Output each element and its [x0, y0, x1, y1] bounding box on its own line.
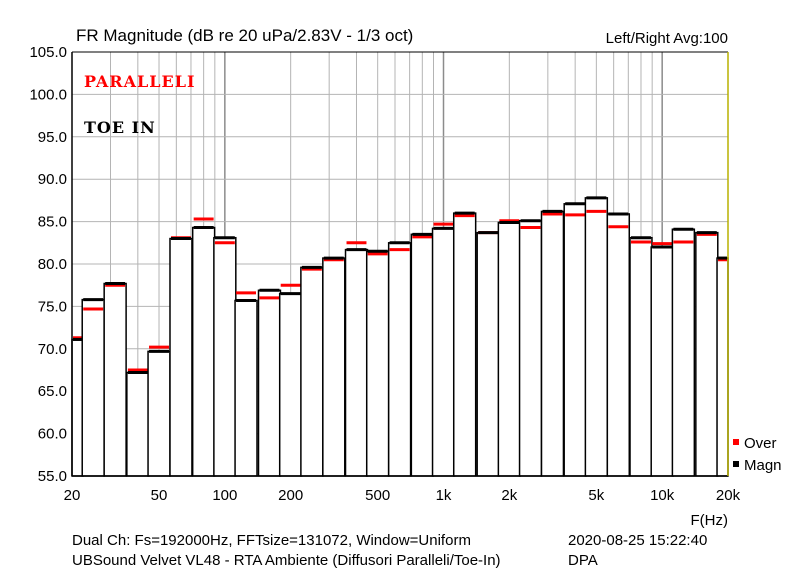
- footer-description: UBSound Velvet VL48 - RTA Ambiente (Diff…: [72, 552, 501, 569]
- band-bar: [365, 250, 390, 477]
- band-bar: [81, 298, 105, 477]
- y-tick-label: 95.0: [38, 129, 67, 146]
- y-tick-label: 60.0: [38, 426, 67, 443]
- band-bar: [606, 213, 631, 477]
- chart-subtitle-right: Left/Right Avg:100: [605, 30, 728, 47]
- band-bar: [213, 236, 237, 477]
- x-tick-label: 100: [212, 487, 237, 504]
- y-tick-label: 85.0: [38, 214, 67, 231]
- band-bar: [278, 292, 303, 477]
- annotation-label: TOE IN: [84, 118, 156, 137]
- x-axis-label: F(Hz): [691, 512, 729, 529]
- band-bar: [387, 242, 412, 477]
- band-bar: [452, 212, 477, 477]
- x-tick-label: 20k: [716, 487, 741, 504]
- band-bar: [410, 233, 435, 477]
- band-bar: [103, 282, 127, 477]
- band-bar: [650, 246, 674, 477]
- band-bar: [476, 231, 500, 477]
- band-bar: [716, 257, 729, 477]
- footer-timestamp: 2020-08-25 15:22:40: [568, 532, 708, 549]
- band-bar: [191, 226, 216, 477]
- legend-swatch: [733, 461, 739, 467]
- footer-settings: Dual Ch: Fs=192000Hz, FFTsize=131072, Wi…: [72, 532, 471, 549]
- band-bar: [300, 266, 324, 477]
- bars: [71, 196, 729, 477]
- x-tick-label: 10k: [650, 487, 675, 504]
- y-tick-label: 105.0: [29, 44, 67, 61]
- legend-label: Over: [744, 435, 777, 452]
- band-bar: [344, 248, 369, 477]
- legend-label: Magn: [744, 457, 782, 474]
- band-bar: [584, 197, 609, 477]
- band-bar: [695, 231, 719, 477]
- band-bar: [71, 338, 84, 477]
- band-bar: [169, 237, 193, 477]
- x-tick-label: 500: [365, 487, 390, 504]
- band-bar: [234, 299, 258, 477]
- band-bar: [147, 350, 171, 477]
- y-tick-label: 75.0: [38, 298, 67, 315]
- y-tick-label: 80.0: [38, 256, 67, 273]
- band-bar: [126, 371, 150, 477]
- legend: Over Magn: [733, 435, 782, 474]
- band-bar: [518, 220, 543, 477]
- x-tick-label: 50: [151, 487, 168, 504]
- y-tick-label: 55.0: [38, 468, 67, 485]
- y-tick-label: 70.0: [38, 341, 67, 358]
- band-bar: [563, 203, 587, 477]
- y-tick-label: 90.0: [38, 171, 67, 188]
- y-tick-label: 65.0: [38, 383, 67, 400]
- band-bar: [497, 221, 522, 477]
- band-bar: [671, 228, 696, 477]
- x-tick-label: 200: [278, 487, 303, 504]
- band-bar: [322, 257, 346, 477]
- y-tick-label: 100.0: [29, 86, 67, 103]
- band-bar: [629, 236, 653, 477]
- band-bar: [540, 210, 565, 477]
- x-tick-label: 5k: [588, 487, 604, 504]
- x-tick-label: 20: [64, 487, 81, 504]
- x-tick-label: 1k: [436, 487, 452, 504]
- axes: 105.0 100.0 95.0 90.0 85.0 80.0 75.0 70.0 65.0 60…: [29, 44, 740, 529]
- footer-author: DPA: [568, 552, 598, 569]
- band-bar: [257, 289, 282, 477]
- annotations: PARALLELI TOE IN: [84, 72, 195, 137]
- band-bar: [431, 227, 456, 477]
- x-tick-label: 2k: [501, 487, 517, 504]
- annotation-label: PARALLELI: [84, 72, 195, 91]
- chart-title: FR Magnitude (dB re 20 uPa/2.83V - 1/3 o…: [76, 26, 414, 45]
- legend-swatch: [733, 439, 739, 445]
